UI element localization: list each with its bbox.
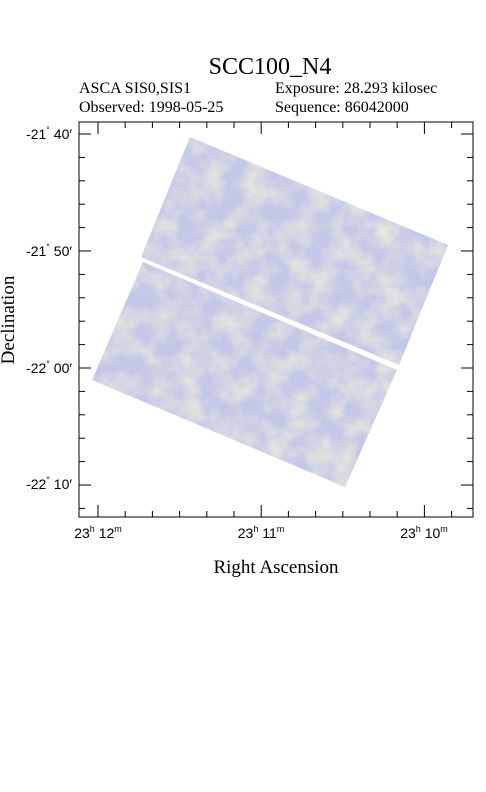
exposure-label: Exposure: 28.293 kilosec: [275, 80, 438, 97]
y-tick-label: -21° 50′: [26, 242, 72, 259]
x-tick-label: 23h 11m: [238, 524, 285, 541]
instrument-label: ASCA SIS0,SIS1: [79, 80, 192, 97]
x-tick-label: 23h 12m: [74, 524, 122, 541]
y-tick-label: -21° 40′: [26, 125, 72, 142]
x-tick-label: 23h 10m: [400, 524, 448, 541]
y-tick-label: -22° 00′: [26, 359, 72, 376]
sequence-label: Sequence: 86042000: [275, 99, 409, 116]
image-title: SCC100_N4: [208, 54, 332, 80]
y-axis-label: Declination: [0, 275, 19, 364]
axis-ticks: [79, 122, 473, 517]
observed-label: Observed: 1998-05-25: [79, 99, 224, 116]
plot-frame: [78, 121, 474, 518]
x-axis-label: Right Ascension: [213, 557, 339, 578]
y-tick-label: -22° 10′: [26, 475, 72, 492]
